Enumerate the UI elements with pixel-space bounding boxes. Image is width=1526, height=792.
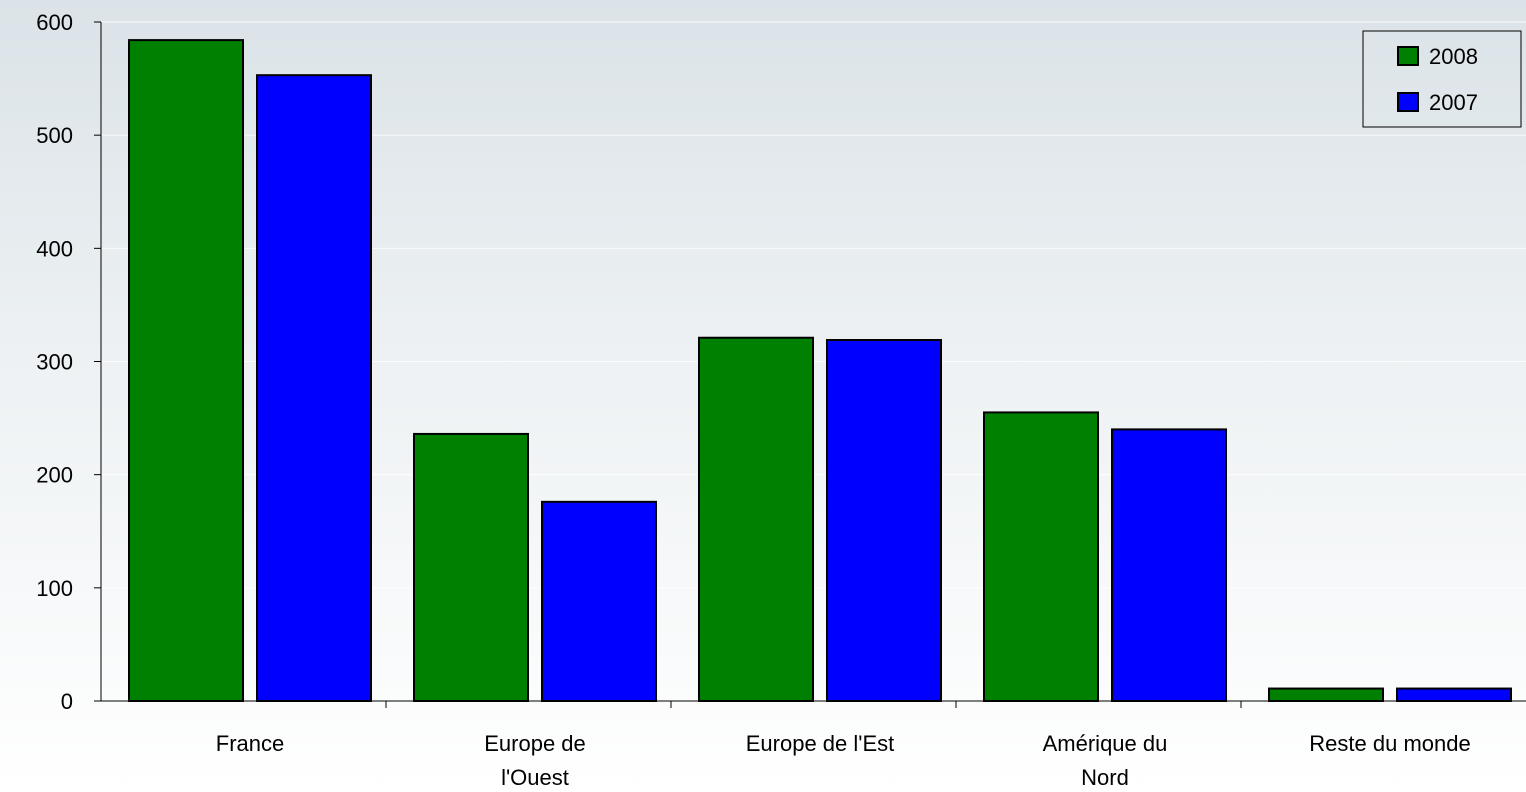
- x-category-label-1-1: l'Ouest: [501, 765, 569, 790]
- bar-2008-2: [698, 336, 814, 702]
- y-tick-label-400: 400: [36, 236, 73, 261]
- bars: [128, 39, 1512, 703]
- x-category-label-3-1: Nord: [1081, 765, 1129, 790]
- bar-2007-1: [541, 500, 657, 702]
- y-tick-label-500: 500: [36, 123, 73, 148]
- legend-box: [1362, 30, 1522, 128]
- bar-2008-0: [128, 39, 244, 702]
- legend-swatch-2007: [1397, 92, 1419, 112]
- x-category-label-2-0: Europe de l'Est: [746, 731, 895, 756]
- y-tick-label-300: 300: [36, 350, 73, 375]
- y-tick-label-200: 200: [36, 463, 73, 488]
- legend-label-2008: 2008: [1429, 44, 1478, 69]
- bar-2008-4: [1268, 687, 1384, 703]
- legend: 2008 2007: [1362, 30, 1522, 128]
- bar-2007-4: [1396, 687, 1512, 703]
- bar-2008-3: [983, 411, 1099, 702]
- bar-2008-1: [413, 432, 529, 702]
- bar-2007-2: [826, 338, 942, 702]
- x-category-label-4-0: Reste du monde: [1309, 731, 1470, 756]
- x-category-label-3-0: Amérique du: [1043, 731, 1168, 756]
- legend-swatch-2008: [1397, 46, 1419, 66]
- legend-label-2007: 2007: [1429, 90, 1478, 115]
- x-category-label-1-0: Europe de: [484, 731, 586, 756]
- y-tick-label-100: 100: [36, 576, 73, 601]
- y-tick-label-0: 0: [61, 689, 73, 714]
- x-category-label-0-0: France: [216, 731, 284, 756]
- axes: 0 100 200 300 400 500 600 France Europe de l'Oues…: [36, 10, 1526, 790]
- bar-2007-0: [256, 74, 372, 702]
- y-tick-label-600: 600: [36, 10, 73, 35]
- bar-2007-3: [1111, 428, 1227, 702]
